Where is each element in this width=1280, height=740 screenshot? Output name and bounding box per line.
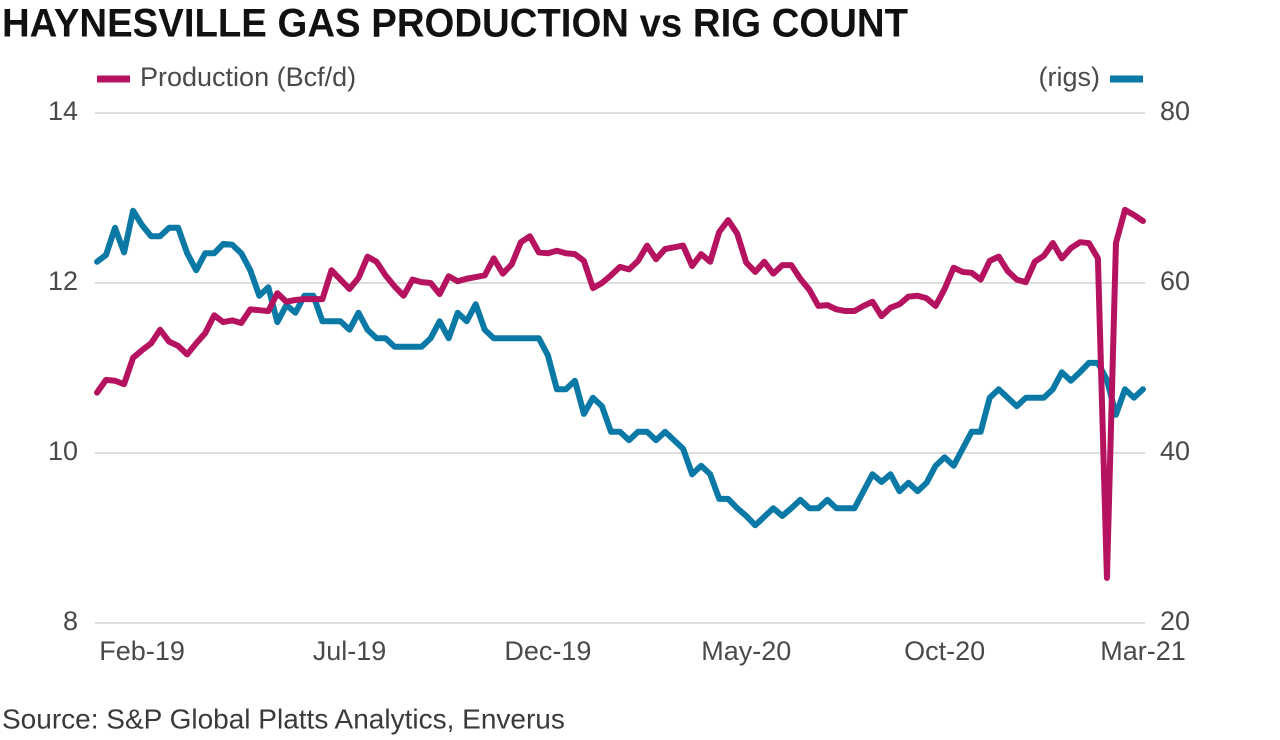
y2-tick-label: 80 [1160,96,1190,126]
legend-label: (rigs) [1039,62,1101,92]
y-tick-label: 12 [48,266,78,296]
y-tick-label: 10 [48,436,78,466]
x-tick-label: Feb-19 [99,636,185,666]
x-tick-label: Dec-19 [504,636,591,666]
chart-title: HAYNESVILLE GAS PRODUCTION vs RIG COUNT [2,2,908,46]
x-tick-label: Oct-20 [904,636,985,666]
y-tick-label: 14 [48,96,78,126]
x-tick-label: May-20 [701,636,791,666]
y2-tick-label: 20 [1160,606,1190,636]
series-line [94,206,1146,581]
legend-label: Production (Bcf/d) [140,62,356,92]
source-note: Source: S&P Global Platts Analytics, Env… [2,703,565,734]
x-tick-label: Mar-21 [1100,636,1186,666]
series-line [94,207,1146,529]
y2-tick-label: 60 [1160,266,1190,296]
y-tick-label: 8 [63,606,78,636]
x-tick-label: Jul-19 [313,636,387,666]
y2-tick-label: 40 [1160,436,1190,466]
